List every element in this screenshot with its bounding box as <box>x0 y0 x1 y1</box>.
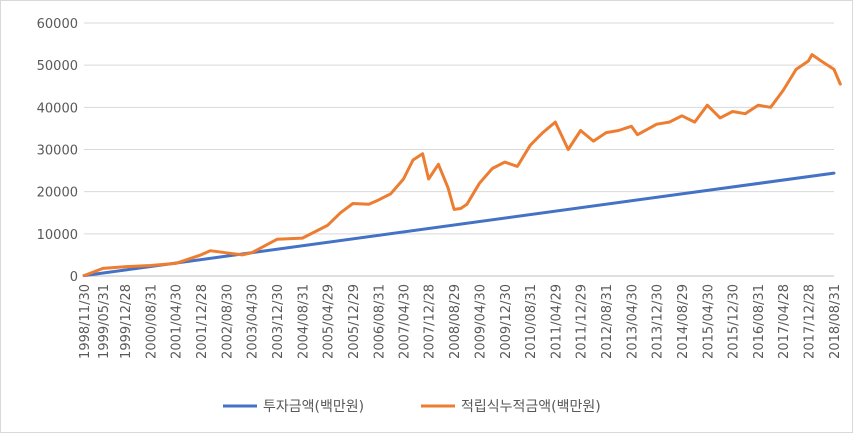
gridlines <box>84 22 834 277</box>
x-tick-label: 2000/08/31 <box>145 284 160 359</box>
legend-label-2: 적립식누적금액(백만원) <box>461 399 601 415</box>
x-tick-label: 1998/11/30 <box>78 284 93 359</box>
x-tick-label: 2011/04/29 <box>549 284 564 359</box>
x-tick-label: 2013/12/30 <box>651 284 666 359</box>
series-line-1 <box>82 171 836 278</box>
x-tick-label: 2001/12/28 <box>195 284 210 359</box>
legend-label-1: 투자금액(백만원) <box>263 399 364 415</box>
x-tick-label: 2011/12/29 <box>575 284 590 359</box>
x-axis: 1998/11/30 1999/05/31 1999/12/28 2000/08/31… <box>78 275 843 359</box>
y-tick-label: 30000 <box>37 144 78 159</box>
x-tick-label: 2003/04/30 <box>246 284 261 359</box>
x-tick-label: 2013/04/30 <box>625 284 640 359</box>
y-tick-label: 60000 <box>37 17 78 32</box>
x-tick-label: 1999/12/28 <box>119 284 134 359</box>
x-tick-label: 2004/08/31 <box>296 284 311 359</box>
x-tick-label: 2002/08/30 <box>220 284 235 359</box>
x-tick-label: 2001/04/30 <box>170 284 185 359</box>
x-tick-label: 2009/04/30 <box>473 284 488 359</box>
x-tick-label: 2009/12/30 <box>499 284 514 359</box>
x-tick-label: 2015/04/30 <box>701 284 716 359</box>
x-tick-label: 2005/04/29 <box>321 284 336 359</box>
y-tick-label: 0 <box>70 270 78 285</box>
x-tick-label: 1999/05/31 <box>97 284 112 359</box>
x-tick-label: 2005/12/29 <box>347 284 362 359</box>
x-tick-label: 2014/08/29 <box>676 284 691 359</box>
x-tick-label: 2017/12/28 <box>802 284 817 359</box>
legend: 투자금액(백만원) 적립식누적금액(백만원) <box>223 399 601 415</box>
x-tick-label: 2010/08/31 <box>524 284 539 359</box>
x-tick-label: 2018/08/31 <box>828 284 843 359</box>
x-tick-label: 2003/12/30 <box>271 284 286 359</box>
y-tick-label: 20000 <box>37 186 78 201</box>
x-tick-label: 2008/08/29 <box>448 284 463 359</box>
x-tick-label: 2015/12/30 <box>727 284 742 359</box>
series-line-2 <box>82 53 842 278</box>
x-tick-label: 2007/04/30 <box>397 284 412 359</box>
x-tick-label: 2012/08/31 <box>600 284 615 359</box>
y-tick-label: 40000 <box>37 101 78 116</box>
x-tick-label: 2007/12/28 <box>423 284 438 359</box>
series-lines <box>82 53 842 278</box>
x-tick-label: 2006/08/31 <box>372 284 387 359</box>
y-tick-label: 50000 <box>37 59 78 74</box>
y-tick-label: 10000 <box>37 228 78 243</box>
x-tick-label: 2017/04/28 <box>777 284 792 359</box>
x-tick-label: 2016/08/31 <box>752 284 767 359</box>
y-axis: 0 10000 20000 30000 40000 50000 60000 <box>37 17 78 285</box>
